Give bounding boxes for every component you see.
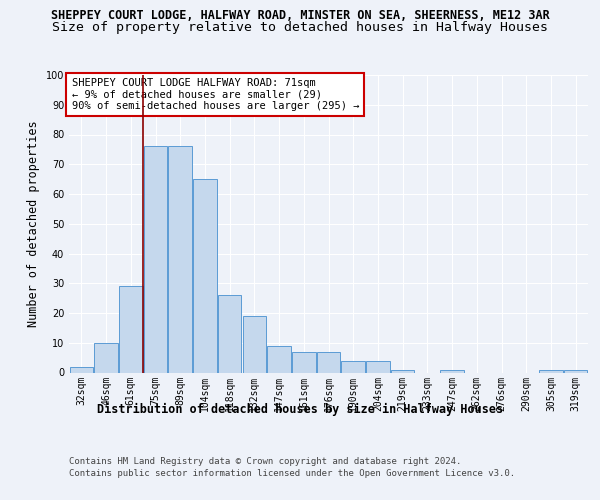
Bar	[539, 370, 563, 372]
Bar	[564, 370, 587, 372]
Bar	[70, 366, 93, 372]
Bar	[193, 179, 217, 372]
Bar	[268, 346, 291, 372]
Text: Contains public sector information licensed under the Open Government Licence v3: Contains public sector information licen…	[69, 469, 515, 478]
Bar	[341, 360, 365, 372]
Bar	[292, 352, 316, 372]
Bar	[440, 370, 464, 372]
Text: SHEPPEY COURT LODGE, HALFWAY ROAD, MINSTER ON SEA, SHEERNESS, ME12 3AR: SHEPPEY COURT LODGE, HALFWAY ROAD, MINST…	[50, 9, 550, 22]
Bar	[94, 343, 118, 372]
Bar	[218, 295, 241, 372]
Text: Size of property relative to detached houses in Halfway Houses: Size of property relative to detached ho…	[52, 21, 548, 34]
Text: SHEPPEY COURT LODGE HALFWAY ROAD: 71sqm
← 9% of detached houses are smaller (29): SHEPPEY COURT LODGE HALFWAY ROAD: 71sqm …	[71, 78, 359, 111]
Text: Contains HM Land Registry data © Crown copyright and database right 2024.: Contains HM Land Registry data © Crown c…	[69, 458, 461, 466]
Bar	[169, 146, 192, 372]
Y-axis label: Number of detached properties: Number of detached properties	[27, 120, 40, 327]
Bar	[391, 370, 415, 372]
Bar	[366, 360, 389, 372]
Bar	[119, 286, 143, 372]
Bar	[242, 316, 266, 372]
Text: Distribution of detached houses by size in Halfway Houses: Distribution of detached houses by size …	[97, 402, 503, 415]
Bar	[144, 146, 167, 372]
Bar	[317, 352, 340, 372]
